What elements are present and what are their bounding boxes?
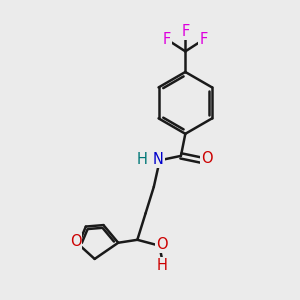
- Text: H: H: [136, 152, 148, 167]
- Text: F: F: [200, 32, 208, 47]
- Text: O: O: [70, 234, 81, 249]
- Text: F: F: [163, 32, 171, 47]
- Text: O: O: [157, 237, 168, 252]
- Text: F: F: [181, 24, 190, 39]
- Text: O: O: [202, 151, 213, 166]
- Text: H: H: [157, 258, 168, 273]
- Text: N: N: [153, 152, 164, 167]
